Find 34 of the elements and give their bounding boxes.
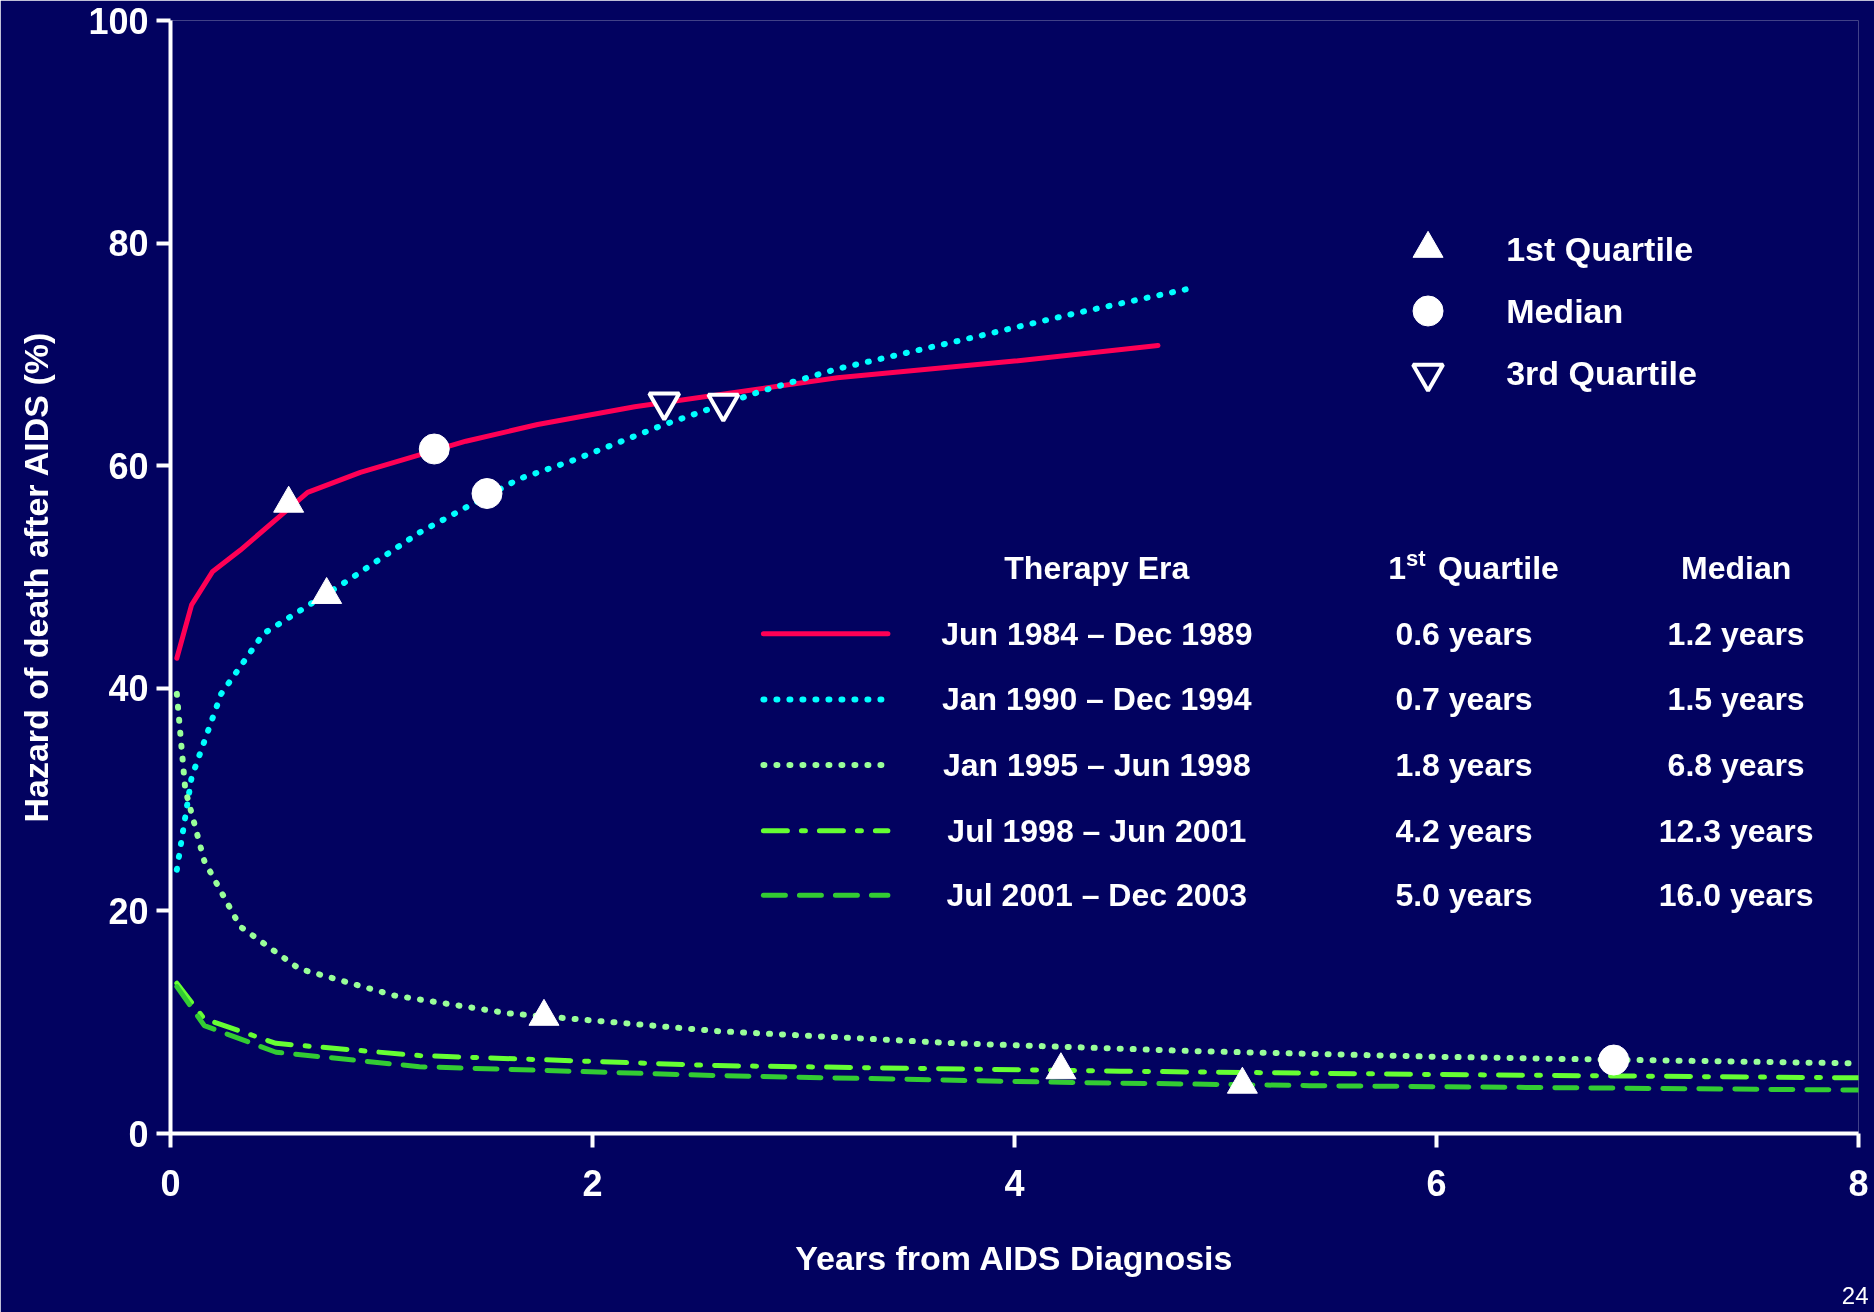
legend-label: Jan 1995 – Jun 1998 xyxy=(942,747,1251,784)
x-axis-title: Years from AIDS Diagnosis xyxy=(795,1238,1233,1277)
annotation: 1.5 years xyxy=(1667,681,1805,718)
legend-label: 1st Quartile xyxy=(1506,229,1694,268)
annotation: 1.8 years xyxy=(1395,747,1533,784)
x-tick-label: 6 xyxy=(1426,1162,1447,1204)
annotation: 0.7 years xyxy=(1395,681,1533,718)
legend-label: Median xyxy=(1506,291,1624,330)
annotation: 4.2 years xyxy=(1395,812,1533,849)
legend-label: Jul 1998 – Jun 2001 xyxy=(947,812,1247,849)
annotation: 6.8 years xyxy=(1667,747,1805,784)
y-tick-label: 0 xyxy=(128,1113,149,1155)
x-tick-label: 2 xyxy=(582,1162,603,1204)
y-axis-title: Hazard of death after AIDS (%) xyxy=(17,332,56,823)
annotation: 1.2 years xyxy=(1667,615,1805,652)
legend-label: Jun 1984 – Dec 1989 xyxy=(941,615,1253,652)
annotation: 12.3 years xyxy=(1658,812,1814,849)
annotation: 0.6 years xyxy=(1395,615,1533,652)
y-tick-label: 20 xyxy=(108,890,149,932)
y-tick-label: 40 xyxy=(108,668,149,710)
annotation: Median xyxy=(1681,550,1792,587)
legend-label: Jul 2001 – Dec 2003 xyxy=(946,877,1248,914)
y-tick-label: 80 xyxy=(108,223,149,265)
annotation: 16.0 years xyxy=(1658,877,1814,914)
legend-label: 3rd Quartile xyxy=(1506,354,1697,393)
y-tick-label: 100 xyxy=(88,0,149,42)
legend-title: Therapy Era xyxy=(1004,550,1190,587)
text: 24 xyxy=(1841,1281,1869,1309)
y-tick-label: 60 xyxy=(108,445,149,487)
x-tick-label: 4 xyxy=(1004,1162,1025,1204)
legend-label: Jan 1990 – Dec 1994 xyxy=(942,681,1252,718)
x-tick-label: 8 xyxy=(1848,1162,1869,1204)
annotation: 5.0 years xyxy=(1395,877,1533,914)
x-tick-label: 0 xyxy=(160,1162,181,1204)
